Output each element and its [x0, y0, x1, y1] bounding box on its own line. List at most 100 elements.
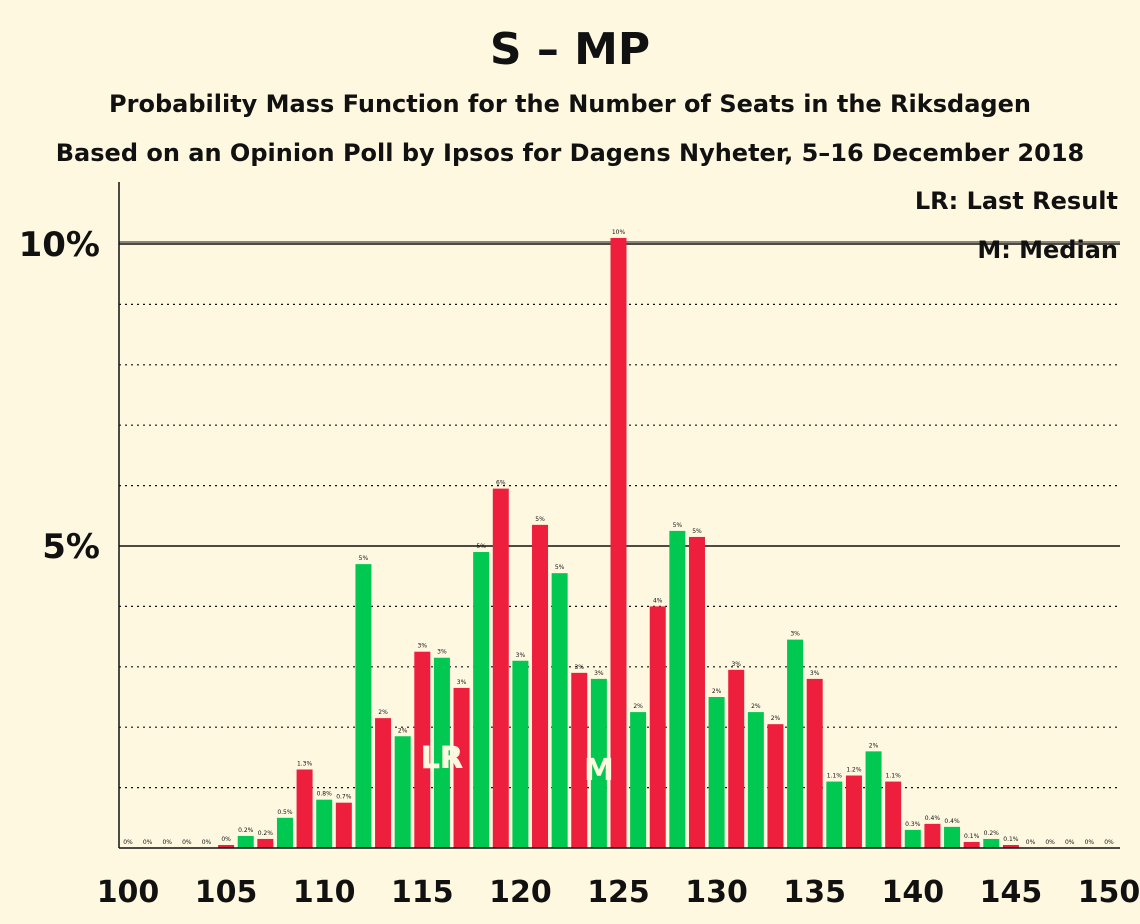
bar-106: [237, 835, 254, 848]
data-label-111: 0.7%: [336, 794, 352, 801]
data-label-149: 0%: [1085, 839, 1095, 846]
data-label-143: 0.1%: [964, 833, 980, 840]
bar-135: [806, 678, 823, 848]
data-label-106: 0.2%: [238, 827, 254, 834]
data-label-117: 3%: [457, 679, 467, 686]
data-label-119: 6%: [496, 480, 506, 487]
bar-140: [904, 829, 921, 848]
data-label-142: 0.4%: [944, 818, 960, 825]
data-labels: 0% 0% 0% 0% 0% 0% 0.2% 0.2% 0.5% 1.3% 0.8% 0.7% 5% 2%…: [123, 229, 1114, 846]
bar-130: [708, 697, 725, 848]
bar-125: [610, 237, 627, 848]
bar-138: [865, 751, 882, 848]
bar-134: [787, 639, 804, 848]
data-label-140: 0.3%: [905, 821, 921, 828]
bar-129: [688, 536, 705, 848]
data-label-122: 5%: [555, 564, 565, 571]
data-label-130: 2%: [712, 688, 722, 695]
data-label-131: 3%: [731, 661, 741, 668]
data-label-105: 0%: [221, 836, 231, 843]
bar-144: [983, 838, 1000, 848]
chart-subtitle-2: Based on an Opinion Poll by Ipsos for Da…: [56, 139, 1084, 167]
data-label-134: 3%: [790, 631, 800, 638]
bar-107: [257, 838, 274, 848]
data-label-145: 0.1%: [1003, 836, 1019, 843]
bar-126: [630, 712, 647, 848]
bars: [218, 237, 1019, 848]
x-tick-label: 120: [489, 875, 552, 910]
data-label-137: 1.2%: [846, 767, 862, 774]
x-tick-label: 100: [97, 875, 160, 910]
x-tick-label: 135: [783, 875, 846, 910]
x-tick-label: 125: [587, 875, 650, 910]
data-label-104: 0%: [202, 839, 212, 846]
bar-124: [590, 678, 607, 848]
last-result-marker: LR: [421, 741, 463, 776]
data-label-120: 3%: [516, 652, 526, 659]
x-tick-label: 110: [293, 875, 356, 910]
data-label-121: 5%: [535, 516, 545, 523]
bar-117: [453, 687, 470, 848]
data-label-146: 0%: [1026, 839, 1036, 846]
bar-105: [218, 844, 235, 848]
x-tick-label: 105: [195, 875, 258, 910]
bar-111: [335, 802, 352, 848]
bar-127: [649, 606, 666, 848]
data-label-108: 0.5%: [277, 809, 293, 816]
data-label-103: 0%: [182, 839, 192, 846]
data-label-141: 0.4%: [925, 815, 941, 822]
bar-119: [492, 488, 509, 848]
markers: LR M: [421, 741, 614, 788]
data-label-126: 2%: [633, 703, 643, 710]
data-label-101: 0%: [143, 839, 153, 846]
chart-subtitle: Probability Mass Function for the Number…: [109, 90, 1031, 118]
bar-114: [394, 736, 411, 848]
data-label-150: 0%: [1104, 839, 1114, 846]
data-label-136: 1.1%: [827, 773, 843, 780]
bar-141: [924, 823, 941, 848]
y-axis-ticks: 5% 10%: [19, 225, 100, 567]
x-tick-label: 115: [391, 875, 454, 910]
data-label-148: 0%: [1065, 839, 1075, 846]
data-label-110: 0.8%: [317, 791, 333, 798]
data-label-123: 3%: [574, 664, 584, 671]
bar-122: [551, 573, 568, 848]
bar-121: [532, 524, 549, 848]
x-tick-label: 145: [980, 875, 1043, 910]
x-tick-label: 130: [685, 875, 748, 910]
chart-title: S – MP: [490, 24, 650, 75]
median-marker: M: [584, 753, 614, 788]
bar-137: [845, 775, 862, 848]
bar-109: [296, 769, 313, 848]
data-label-138: 2%: [869, 742, 879, 749]
data-label-139: 1.1%: [886, 773, 902, 780]
data-label-127: 4%: [653, 597, 663, 604]
bar-142: [944, 826, 961, 848]
data-label-109: 1.3%: [297, 760, 313, 767]
data-label-144: 0.2%: [984, 830, 1000, 837]
data-label-132: 2%: [751, 703, 761, 710]
bar-113: [375, 718, 392, 848]
bar-118: [473, 552, 490, 848]
bar-123: [571, 672, 588, 848]
data-label-116: 3%: [437, 649, 447, 656]
data-label-135: 3%: [810, 670, 820, 677]
bar-139: [885, 781, 902, 848]
bar-115: [414, 651, 431, 848]
data-label-118: 5%: [476, 543, 486, 550]
bar-143: [963, 841, 980, 848]
bar-128: [669, 530, 686, 848]
data-label-124: 3%: [594, 670, 604, 677]
legend-last-result: LR: Last Result: [915, 187, 1118, 215]
bar-112: [355, 564, 372, 848]
data-label-125: 10%: [612, 229, 626, 236]
data-label-107: 0.2%: [258, 830, 274, 837]
y-tick-label: 5%: [42, 527, 100, 567]
data-label-114: 2%: [398, 727, 408, 734]
bar-110: [316, 799, 333, 848]
x-axis-ticks: 100 105 110 115 120 125 130 135 140 145 150: [97, 875, 1140, 910]
bar-120: [512, 660, 529, 848]
data-label-113: 2%: [378, 709, 388, 716]
bar-136: [826, 781, 843, 848]
